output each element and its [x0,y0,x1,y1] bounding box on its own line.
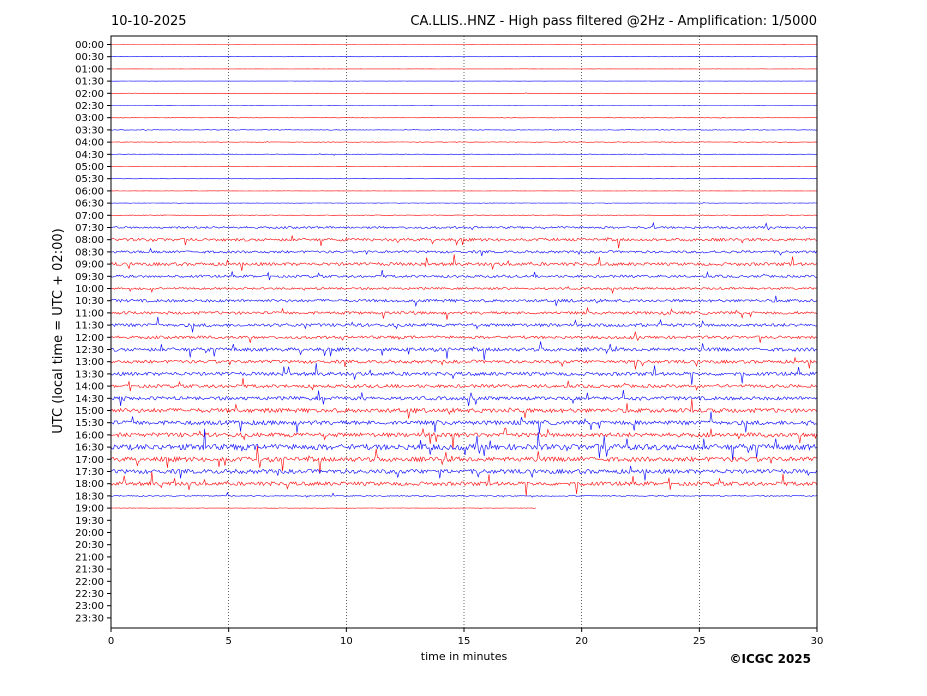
trace-1900 [111,507,536,509]
trace-1500 [110,398,817,419]
trace-1400 [110,377,817,392]
y-tick-label: 16:00 [75,430,104,441]
vertical-grid [228,36,700,628]
trace-1300 [110,357,817,370]
y-tick-label: 19:00 [75,504,104,515]
y-tick-label: 20:30 [75,540,104,551]
y-tick-label: 19:30 [75,516,104,527]
y-tick-label: 16:30 [75,443,104,454]
trace-1730 [110,465,817,481]
y-tick-label: 08:00 [75,235,104,246]
y-tick-label: 11:00 [75,308,104,319]
y-tick-label: 07:00 [75,211,104,222]
trace-0830 [110,247,817,256]
trace-0200 [111,92,817,94]
trace-0500 [110,165,817,167]
x-tick-label: 25 [693,636,706,647]
y-tick-label: 17:30 [75,467,104,478]
trace-1330 [110,363,817,385]
y-tick-label: 18:30 [75,491,104,502]
y-tick-label: 03:00 [75,113,104,124]
x-tick-label: 15 [458,636,471,647]
y-tick-label: 05:00 [75,162,104,173]
y-tick-label: 02:30 [75,101,104,112]
trace-0630 [110,202,817,204]
plot-frame [110,35,818,629]
copyright-label: ©ICGC 2025 [729,652,811,666]
y-tick-label: 14:30 [75,394,104,405]
x-axis-label: time in minutes [421,650,508,663]
y-tick-label: 06:30 [75,199,104,210]
trace-0900 [110,254,817,271]
trace-1800 [110,471,817,496]
y-tick-label: 06:00 [75,186,104,197]
y-tick-label: 22:30 [75,589,104,600]
y-tick-label: 09:00 [75,260,104,271]
y-tick-label: 23:30 [75,613,104,624]
y-tick-label: 08:30 [75,247,104,258]
y-axis-label: UTC (local time = UTC + 02:00) [51,228,66,433]
y-tick-label: 13:30 [75,369,104,380]
chart-title: CA.LLIS..HNZ - High pass filtered @2Hz -… [410,14,817,29]
trace-1100 [110,306,817,320]
y-tick-label: 15:30 [75,418,104,429]
trace-0430 [111,153,817,156]
y-tick-label: 15:00 [75,406,104,417]
y-tick-label: 23:00 [75,601,104,612]
y-tick-label: 14:00 [75,382,104,393]
x-tick-label: 30 [811,636,824,647]
trace-1530 [110,411,817,434]
y-tick-label: 03:30 [75,125,104,136]
trace-0730 [110,221,817,231]
y-tick-label: 12:00 [75,333,104,344]
x-tick-label: 20 [575,636,588,647]
y-tick-label: 01:30 [75,77,104,88]
y-tick-label: 02:00 [75,89,104,100]
y-tick-label: 05:30 [75,174,104,185]
y-tick-label: 21:00 [75,552,104,563]
y-tick-label: 22:00 [75,577,104,588]
trace-0930 [110,269,817,281]
y-tick-label: 00:30 [75,52,104,63]
y-tick-label: 04:00 [75,138,104,149]
trace-1630 [110,428,817,460]
trace-1130 [110,316,817,333]
trace-1230 [110,341,817,361]
trace-0330 [110,129,817,131]
y-tick-label: 04:30 [75,150,104,161]
x-axis-ticks: 0 5 10 15 20 25 30 [108,628,824,647]
trace-1830 [110,491,817,498]
date-label: 10-10-2025 [111,14,187,29]
x-tick-label: 10 [340,636,353,647]
trace-0800 [110,235,817,249]
y-tick-label: 21:30 [75,565,104,576]
y-tick-label: 13:00 [75,357,104,368]
trace-1430 [110,389,817,406]
y-tick-label: 09:30 [75,272,104,283]
trace-1200 [110,331,817,343]
y-tick-label: 11:30 [75,321,104,332]
trace-1600 [110,427,817,449]
trace-1030 [110,295,817,308]
y-tick-label: 10:30 [75,296,104,307]
trace-group [110,44,817,509]
y-tick-label: 00:00 [75,40,104,51]
x-tick-label: 0 [108,636,114,647]
trace-0400 [110,141,817,143]
y-tick-label: 20:00 [75,528,104,539]
y-tick-label: 17:00 [75,455,104,466]
trace-0300 [110,117,817,119]
y-tick-label: 07:30 [75,223,104,234]
y-tick-label: 10:00 [75,284,104,295]
y-tick-label: 01:00 [75,64,104,75]
y-tick-label: 18:00 [75,479,104,490]
trace-0700 [110,214,817,217]
trace-1000 [110,286,817,295]
x-tick-label: 5 [225,636,231,647]
trace-1700 [110,445,817,474]
y-tick-label: 12:30 [75,345,104,356]
